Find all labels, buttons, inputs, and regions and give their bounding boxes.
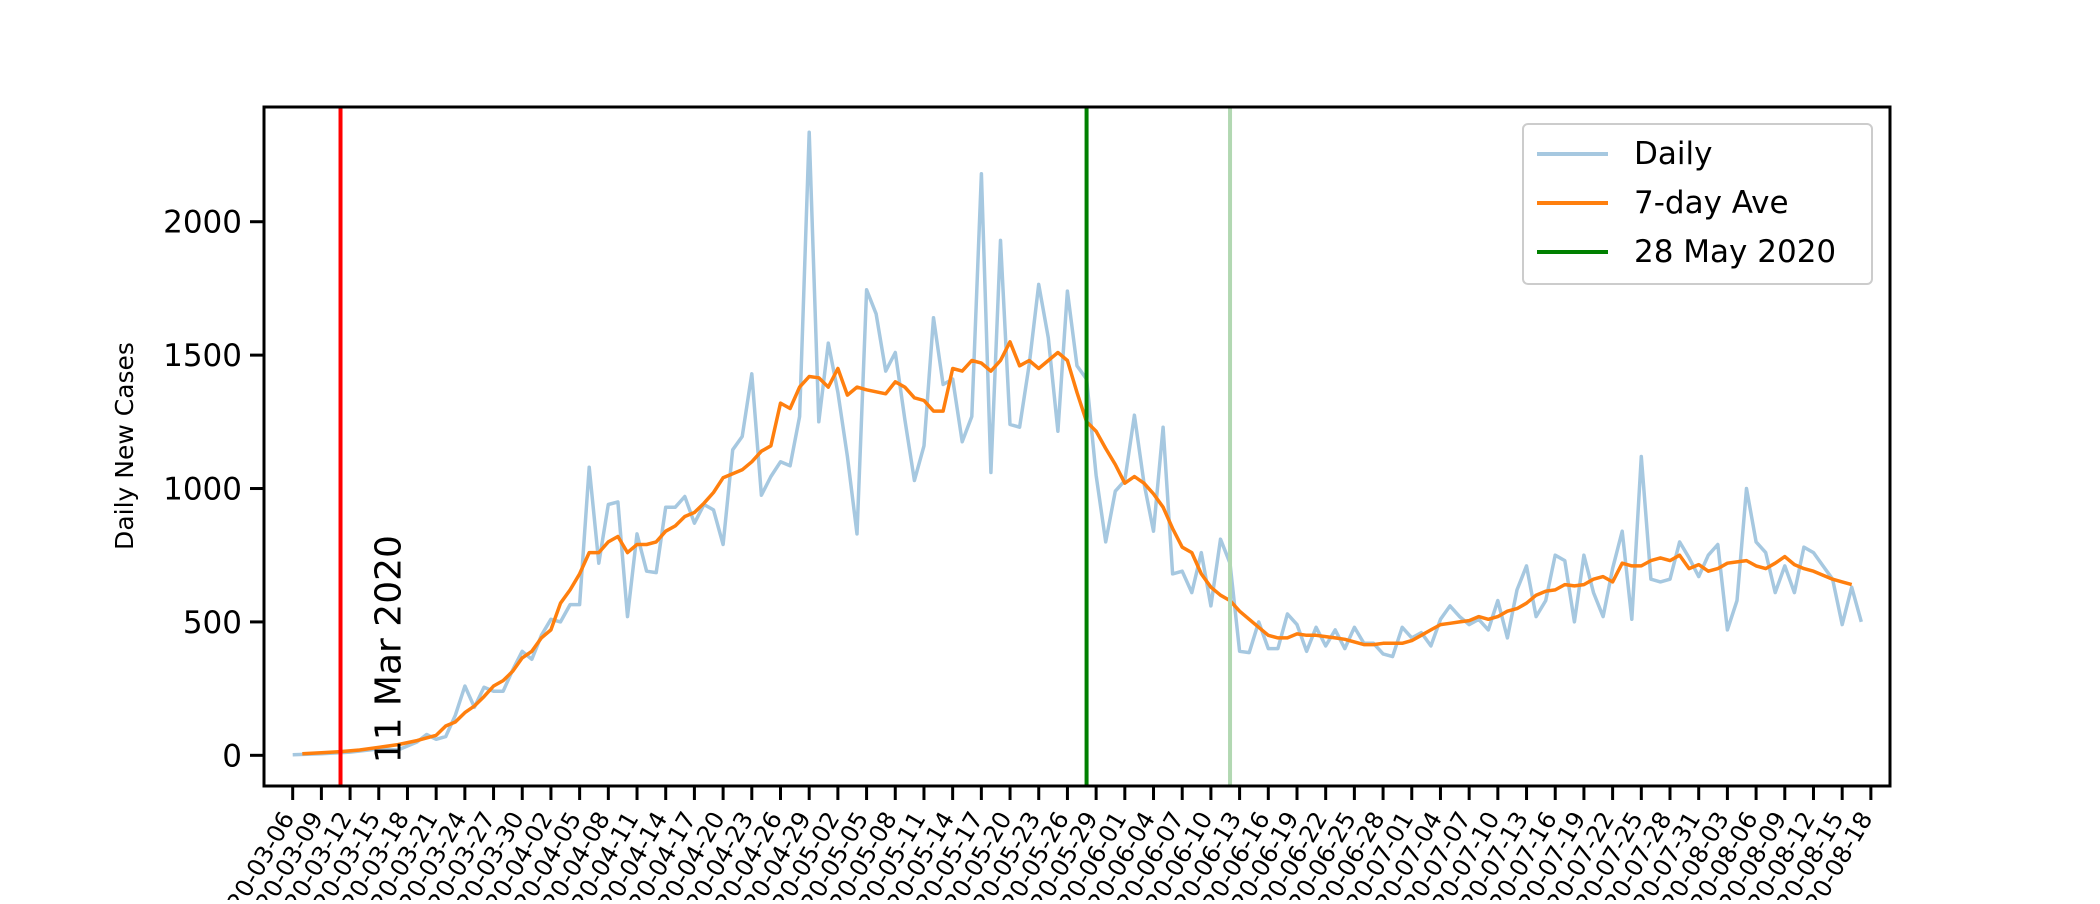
- legend-label-daily: Daily: [1634, 136, 1712, 172]
- seven-day-average-series-group: [302, 340, 1853, 756]
- plot-frame: [262, 105, 1892, 788]
- legend-box: [1522, 123, 1873, 285]
- march-11-annotation: 11 Mar 2020: [369, 535, 410, 763]
- legend-label-28-may-2020: 28 May 2020: [1634, 234, 1836, 270]
- legend: Daily 7-day Ave 28 May 2020: [1522, 123, 1873, 285]
- y-tick-label: 2000: [163, 205, 242, 241]
- y-tick-label: 500: [183, 605, 242, 641]
- y-axis-label: Daily New Cases: [110, 342, 139, 550]
- daily-series-group: [292, 130, 1863, 757]
- y-tick-label: 1500: [163, 338, 242, 374]
- daily-series-line: [292, 130, 1863, 757]
- legend-label-7-day-ave: 7-day Ave: [1634, 185, 1789, 221]
- y-tick-label: 1000: [163, 472, 242, 508]
- x-axis: 2020-03-062020-03-092020-03-122020-03-15…: [206, 786, 1878, 904]
- y-axis: 0 500 1000 1500 2000: [163, 205, 264, 774]
- vertical-marker-lines: [338, 107, 1233, 786]
- seven-day-average-line: [302, 340, 1853, 756]
- y-tick-label: 0: [222, 738, 242, 774]
